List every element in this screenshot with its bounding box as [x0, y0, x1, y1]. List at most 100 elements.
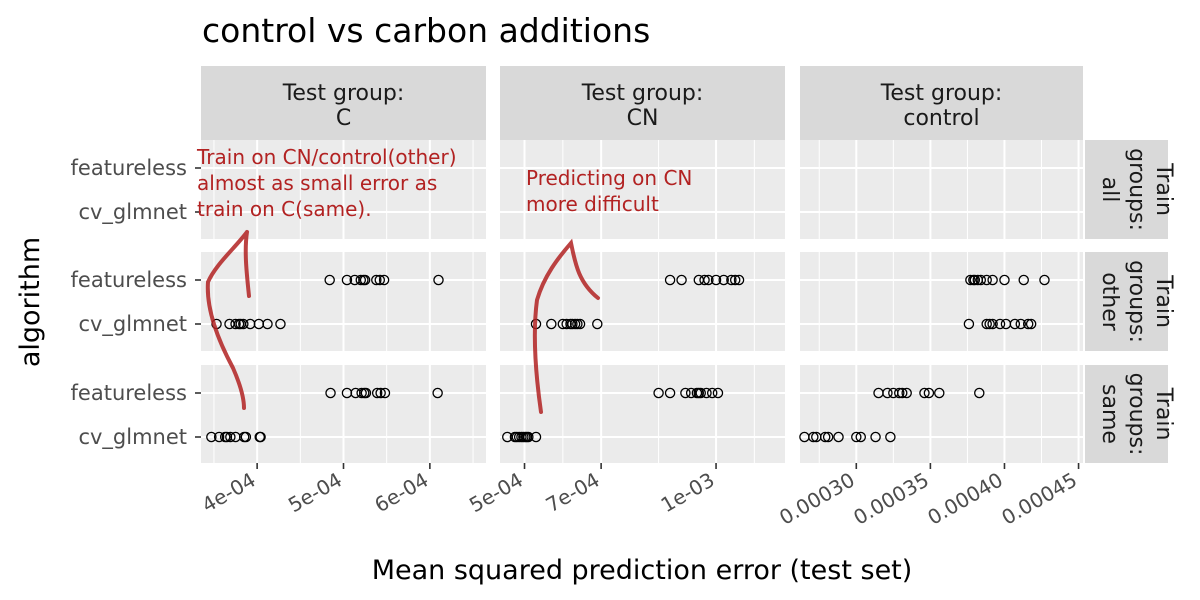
data-point — [1022, 318, 1034, 330]
column-strip — [800, 66, 1083, 140]
data-point — [567, 318, 578, 330]
y-axis-title: algorithm — [15, 237, 46, 367]
hand-drawn-arrow — [532, 238, 600, 414]
x-tick-label: 0.00035 — [849, 468, 933, 530]
row-strip-label: Train — [1151, 274, 1176, 328]
data-point — [546, 318, 557, 330]
y-tick-label: cv_glmnet — [78, 200, 187, 225]
data-point — [378, 274, 390, 286]
x-tick-label: 5e-04 — [465, 468, 527, 518]
chart-title: control vs carbon additions — [202, 11, 650, 50]
data-point — [974, 387, 985, 399]
data-point — [923, 387, 935, 399]
row-strip — [1085, 252, 1168, 351]
data-point — [360, 387, 372, 399]
data-point — [963, 318, 975, 330]
data-point — [984, 318, 995, 330]
data-point — [699, 274, 710, 286]
data-point — [822, 431, 834, 443]
y-tick-label: featureless — [71, 156, 187, 180]
x-tick-label: 0.00040 — [923, 468, 1007, 530]
data-point — [255, 431, 266, 443]
data-point — [664, 387, 676, 399]
data-point — [987, 318, 998, 330]
row-strip-label: same — [1097, 384, 1122, 444]
data-point — [523, 431, 534, 443]
hand-drawn-arrow — [205, 230, 251, 410]
data-point — [855, 431, 866, 443]
column-strip — [201, 66, 486, 140]
facet-panel — [500, 252, 785, 351]
annotation-text: Train on CN/control(other) — [196, 145, 457, 169]
data-point — [712, 387, 724, 399]
data-point — [994, 318, 1006, 330]
data-point — [341, 274, 353, 286]
data-point — [375, 387, 386, 399]
data-point — [710, 274, 722, 286]
x-tick-label: 1e-03 — [657, 468, 719, 518]
data-point — [1015, 318, 1027, 330]
row-strip-label: groups: — [1124, 373, 1149, 456]
annotation-text: more difficult — [526, 192, 659, 216]
row-strip-label: groups: — [1124, 148, 1149, 231]
data-point — [275, 318, 286, 330]
data-point — [851, 431, 862, 443]
data-point — [1009, 318, 1021, 330]
data-point — [919, 387, 930, 399]
data-point — [206, 431, 217, 443]
x-tick-label: 5e-04 — [284, 468, 346, 518]
data-point — [965, 274, 976, 286]
data-point — [324, 274, 335, 286]
data-point — [262, 318, 273, 330]
data-point — [356, 387, 367, 399]
data-point — [833, 431, 844, 443]
row-strip-label: Train — [1151, 387, 1176, 441]
data-point — [695, 387, 706, 399]
data-point — [1039, 274, 1050, 286]
data-point — [432, 387, 443, 399]
data-point — [729, 274, 741, 286]
data-point — [574, 318, 586, 330]
data-point — [733, 274, 745, 286]
data-point — [355, 274, 367, 286]
data-point — [240, 431, 252, 443]
data-point — [706, 387, 718, 399]
data-point — [969, 274, 981, 286]
data-point — [882, 387, 893, 399]
data-point — [213, 431, 225, 443]
data-point — [371, 387, 383, 399]
data-point — [1025, 318, 1037, 330]
row-strip — [1085, 365, 1168, 463]
data-point — [374, 274, 386, 286]
facet-panel — [500, 140, 785, 239]
x-tick-label: 0.00030 — [775, 468, 859, 530]
panels-layer: Test group: C Test group: CN Test group: cont… — [71, 66, 1176, 530]
points-layer — [206, 274, 1050, 443]
y-tick-label: cv_glmnet — [78, 425, 187, 450]
data-point — [371, 274, 382, 286]
data-point — [1018, 274, 1029, 286]
data-point — [901, 387, 912, 399]
data-point — [359, 274, 371, 286]
data-point — [894, 387, 905, 399]
facet-panel — [800, 252, 1083, 351]
data-point — [230, 318, 241, 330]
data-point — [433, 274, 444, 286]
y-tick-label: featureless — [71, 381, 187, 405]
data-point — [819, 431, 831, 443]
row-strip-label: other — [1097, 272, 1122, 332]
annotations-layer: Train on CN/control(other)almost as smal… — [196, 145, 692, 414]
annotation-text: train on C(same). — [197, 197, 372, 221]
annotation-text: almost as small error as — [197, 171, 437, 195]
row-strip-label: groups: — [1124, 260, 1149, 343]
data-point — [934, 387, 945, 399]
y-tick-label: featureless — [71, 268, 187, 292]
data-point — [225, 431, 236, 443]
data-point — [561, 318, 572, 330]
data-point — [981, 274, 992, 286]
data-point — [530, 431, 542, 443]
x-tick-label: 0.00045 — [997, 468, 1081, 530]
data-point — [676, 274, 687, 286]
data-point — [987, 274, 998, 286]
